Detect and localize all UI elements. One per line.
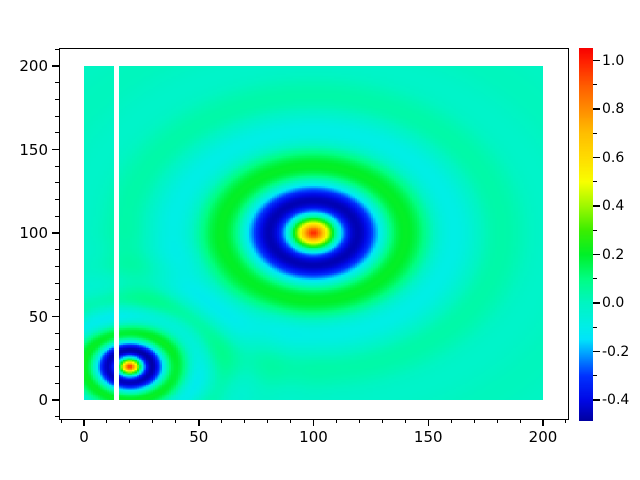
y-major-tick xyxy=(52,399,59,401)
y-minor-tick xyxy=(55,215,59,217)
x-minor-tick xyxy=(175,419,177,423)
y-minor-tick xyxy=(55,115,59,117)
y-minor-tick xyxy=(55,265,59,267)
colorbar-major-tick xyxy=(593,156,600,159)
colorbar-minor-tick xyxy=(593,229,597,231)
x-tick-label: 100 xyxy=(299,428,328,446)
colorbar-minor-tick xyxy=(593,132,597,134)
y-minor-tick xyxy=(55,82,59,84)
y-minor-tick xyxy=(55,299,59,301)
slice-cursor-line[interactable] xyxy=(114,66,119,400)
x-major-tick xyxy=(542,419,544,426)
y-minor-tick xyxy=(55,416,59,418)
y-tick-label: 150 xyxy=(19,140,48,159)
y-minor-tick xyxy=(55,182,59,184)
colorbar-major-tick xyxy=(593,253,600,256)
colorbar-major-tick xyxy=(593,399,600,401)
x-minor-tick xyxy=(221,419,223,423)
colorbar-minor-tick xyxy=(593,181,597,183)
x-major-tick xyxy=(312,419,315,426)
x-minor-tick xyxy=(152,419,154,423)
colorbar-tick-label: 0.4 xyxy=(602,198,625,215)
colorbar-tick-label: 0.8 xyxy=(602,101,625,118)
x-minor-tick xyxy=(244,419,246,423)
x-tick-label: 200 xyxy=(528,428,558,446)
y-minor-tick xyxy=(55,366,59,368)
y-minor-tick xyxy=(55,332,59,334)
x-major-tick xyxy=(83,419,85,426)
y-tick-label: 0 xyxy=(38,391,48,409)
colorbar-tick-label: -0.4 xyxy=(602,392,630,409)
colorbar-tick-label: 1.0 xyxy=(602,52,625,69)
y-tick-label: 100 xyxy=(19,224,48,242)
x-minor-tick xyxy=(519,419,521,423)
colorbar-major-tick xyxy=(593,59,600,62)
y-minor-tick xyxy=(55,132,59,134)
colorbar-minor-tick xyxy=(593,375,597,377)
x-tick-label: 50 xyxy=(189,428,209,446)
x-minor-tick xyxy=(129,419,131,423)
colorbar-minor-tick xyxy=(593,278,597,280)
x-minor-tick xyxy=(496,419,498,423)
x-minor-tick xyxy=(358,419,360,423)
x-minor-tick xyxy=(60,419,62,423)
colorbar-gradient xyxy=(579,48,593,421)
x-major-tick xyxy=(198,419,200,426)
y-major-tick xyxy=(52,232,59,234)
x-minor-tick xyxy=(565,419,567,423)
x-minor-tick xyxy=(335,419,337,423)
y-major-tick xyxy=(52,65,59,67)
y-minor-tick xyxy=(55,199,59,201)
colorbar-minor-tick xyxy=(593,84,597,86)
y-minor-tick xyxy=(55,165,59,167)
y-minor-tick xyxy=(55,282,59,284)
y-tick-label: 50 xyxy=(28,307,48,326)
colorbar-tick-label: -0.2 xyxy=(602,343,630,360)
colorbar-tick-label: 0.2 xyxy=(602,246,625,263)
y-minor-tick xyxy=(55,98,59,100)
heatmap-image xyxy=(84,66,543,400)
x-minor-tick xyxy=(404,419,406,423)
colorbar-tick-label: 0.6 xyxy=(602,149,625,166)
x-major-tick xyxy=(427,419,429,426)
x-tick-label: 150 xyxy=(413,428,443,446)
x-minor-tick xyxy=(106,419,108,423)
colorbar-minor-tick xyxy=(593,326,597,328)
x-minor-tick xyxy=(450,419,452,423)
y-minor-tick xyxy=(55,382,59,384)
y-minor-tick xyxy=(55,249,59,251)
colorbar-major-tick xyxy=(593,302,600,304)
y-minor-tick xyxy=(55,48,59,50)
y-major-tick xyxy=(52,148,59,151)
colorbar-major-tick xyxy=(593,205,600,207)
y-minor-tick xyxy=(55,349,59,351)
y-tick-label: 200 xyxy=(19,57,48,75)
y-major-tick xyxy=(52,315,59,318)
colorbar-major-tick xyxy=(593,350,600,353)
x-tick-label: 0 xyxy=(79,428,89,446)
colorbar-major-tick xyxy=(593,108,600,110)
x-minor-tick xyxy=(381,419,383,423)
x-minor-tick xyxy=(473,419,475,423)
x-minor-tick xyxy=(267,419,269,423)
x-minor-tick xyxy=(290,419,292,423)
colorbar-tick-label: 0.0 xyxy=(602,295,625,312)
